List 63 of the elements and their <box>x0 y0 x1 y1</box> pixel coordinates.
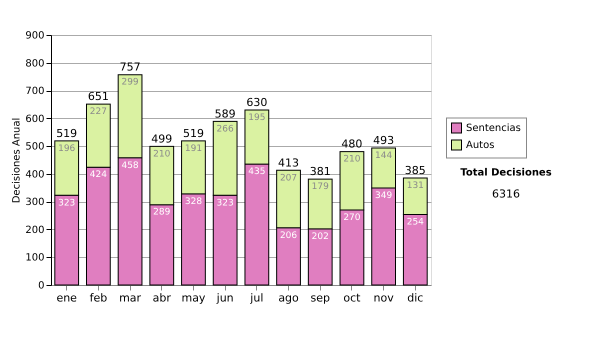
data-label: 195 <box>248 113 266 123</box>
total-label: 381 <box>310 165 331 178</box>
x-tick-label: dic <box>407 292 424 304</box>
y-tick-label: 900 <box>25 30 44 42</box>
data-label: 179 <box>312 182 330 192</box>
total-label: 519 <box>182 126 204 140</box>
data-label: 289 <box>153 208 171 218</box>
data-label: 131 <box>406 181 424 192</box>
total-label: 757 <box>120 60 141 74</box>
data-label: 210 <box>153 149 171 160</box>
y-tick-label: 700 <box>25 86 44 98</box>
data-label: 435 <box>248 167 266 178</box>
x-tick-label: ene <box>56 292 78 304</box>
legend-label: Sentencias <box>466 123 521 134</box>
x-tick-label: may <box>181 292 206 304</box>
x-tick-label: mar <box>119 292 142 304</box>
data-label: 210 <box>343 154 361 165</box>
data-label: 254 <box>406 217 424 228</box>
data-label: 270 <box>343 213 361 223</box>
y-tick-label: 0 <box>38 280 44 292</box>
x-tick-label: jul <box>249 292 264 304</box>
x-tick-label: oct <box>343 292 362 304</box>
total-label: 499 <box>151 132 172 146</box>
text: 6316 <box>492 188 520 200</box>
total-label: 519 <box>56 126 78 140</box>
y-tick-label: 400 <box>25 169 44 180</box>
data-label: 424 <box>90 170 108 180</box>
x-tick-label: feb <box>90 292 108 304</box>
data-label: 207 <box>280 173 298 184</box>
data-label: 349 <box>375 191 392 202</box>
y-tick-label: 600 <box>25 114 44 125</box>
data-label: 299 <box>121 78 139 88</box>
data-label: 458 <box>121 160 139 171</box>
data-label: 323 <box>58 198 76 208</box>
y-tick-label: 500 <box>25 142 44 153</box>
text: Total Decisiones <box>460 168 552 178</box>
data-label: 328 <box>184 196 202 207</box>
y-tick-label: 800 <box>25 58 44 70</box>
y-tick-label: 300 <box>25 197 44 208</box>
data-label: 191 <box>184 144 202 154</box>
x-tick-label: abr <box>152 292 172 304</box>
total-label: 413 <box>278 156 300 170</box>
total-label: 651 <box>88 90 109 104</box>
data-label: 196 <box>58 144 76 154</box>
data-label: 227 <box>90 107 107 118</box>
total-label: 480 <box>341 138 362 151</box>
total-label: 385 <box>404 164 426 178</box>
x-tick-label: jun <box>216 292 234 304</box>
data-label: 206 <box>280 230 298 241</box>
x-tick-label: sep <box>310 292 330 304</box>
data-label: 144 <box>375 151 392 162</box>
data-label: 266 <box>216 124 234 134</box>
x-tick-label: ago <box>278 292 300 304</box>
data-label: 323 <box>216 198 234 208</box>
y-tick-label: 200 <box>25 224 44 236</box>
y-tick-label: 100 <box>25 252 44 264</box>
total-label: 493 <box>373 134 394 148</box>
total-label: 589 <box>214 107 236 120</box>
x-tick-label: nov <box>374 292 394 304</box>
legend-label: Autos <box>466 140 494 151</box>
y-axis-title: Decisiones Anual <box>11 118 22 204</box>
data-label: 202 <box>312 232 329 242</box>
total-label: 630 <box>246 96 268 109</box>
